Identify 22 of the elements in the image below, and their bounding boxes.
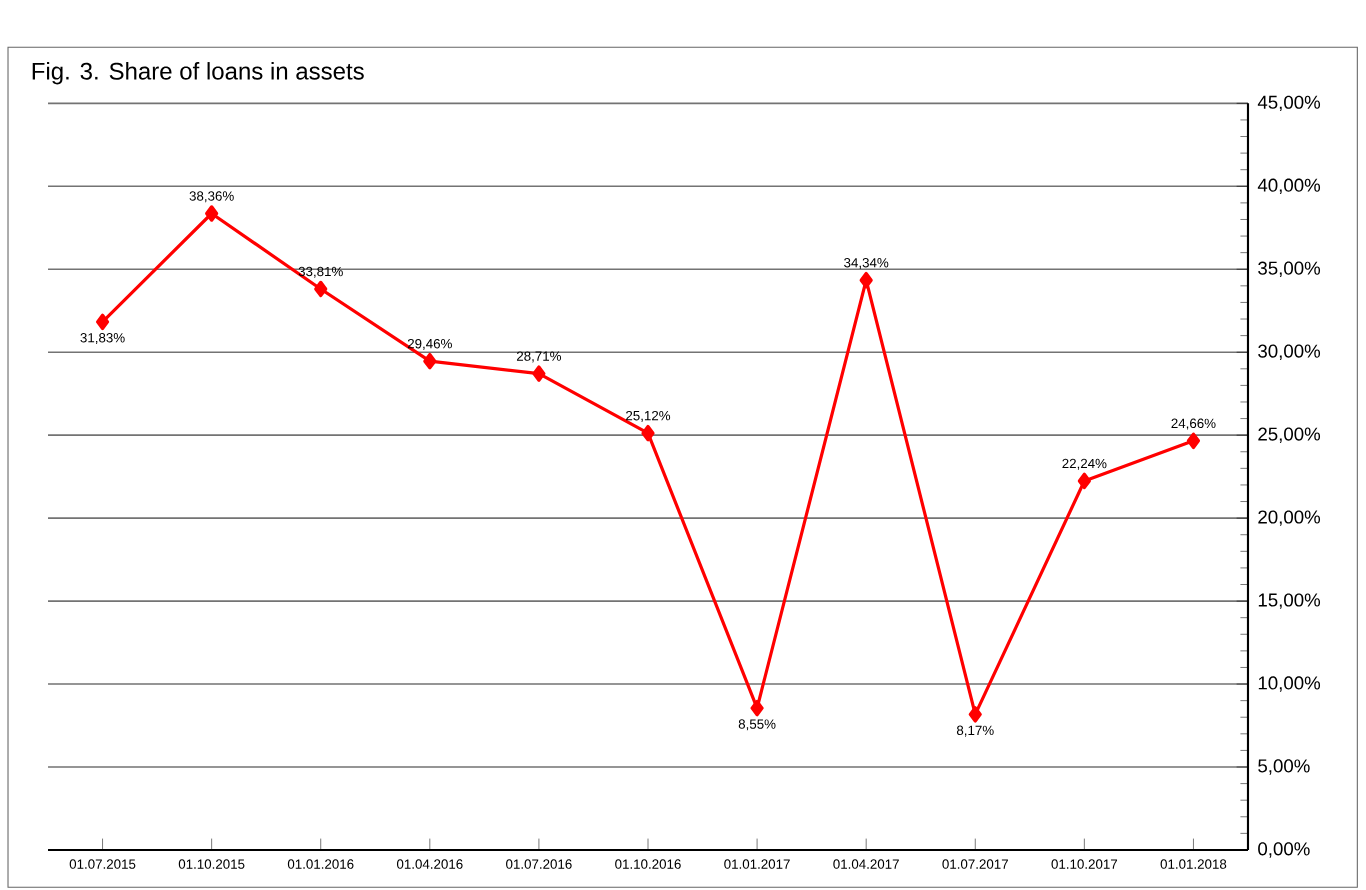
y-tick-label: 30,00% (1258, 344, 1321, 360)
y-tick-label: 5,00% (1258, 759, 1310, 775)
chart-title: Fig. 3. Share of loans in assets (32, 62, 364, 85)
point (1186, 432, 1201, 450)
point (859, 271, 873, 289)
point (205, 205, 219, 222)
point (423, 352, 437, 370)
point (95, 313, 110, 331)
y-tick-label: 20,00% (1258, 510, 1321, 526)
y-tick-label: 15,00% (1258, 593, 1321, 609)
y-tick-label: 10,00% (1258, 676, 1321, 692)
y-tick-label: 35,00% (1258, 261, 1321, 277)
point (314, 280, 328, 298)
y-tick-label: 45,00% (1257, 95, 1321, 112)
point (532, 365, 546, 382)
point (641, 424, 655, 442)
y-tick-label: 0,00% (1258, 842, 1310, 858)
point (750, 699, 764, 717)
point (1077, 472, 1091, 490)
y-tick-label: 25,00% (1258, 427, 1321, 443)
y-tick-label: 40,00% (1257, 178, 1321, 194)
point (968, 706, 982, 723)
